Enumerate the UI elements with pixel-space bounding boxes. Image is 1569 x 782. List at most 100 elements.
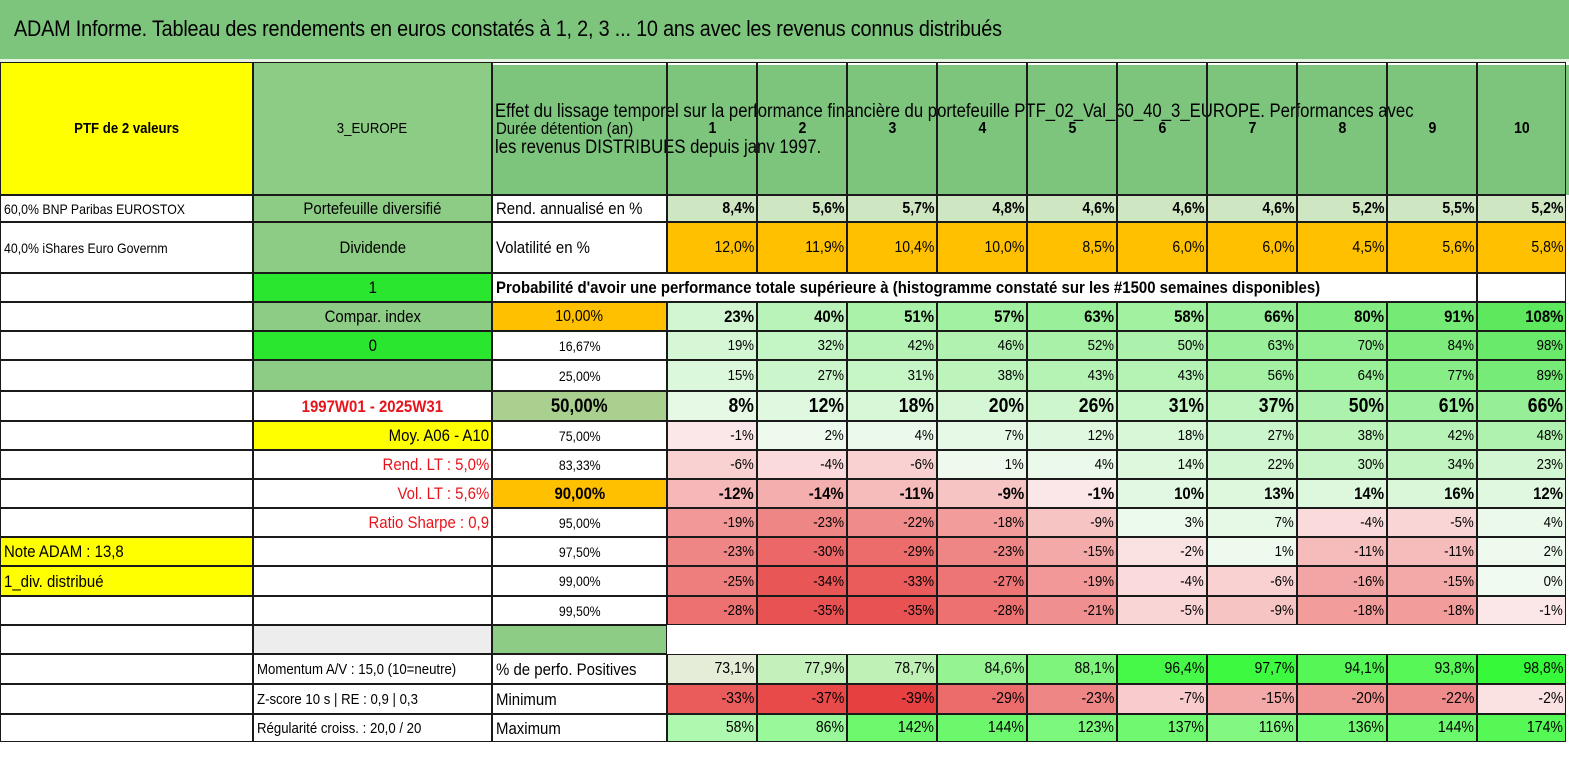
- percentile-value-text: -2%: [1180, 543, 1204, 560]
- percentile-value-text: -23%: [723, 543, 754, 560]
- annualized-return-value-text: 4,8%: [991, 199, 1024, 217]
- minimum-value-text: -20%: [1351, 690, 1384, 707]
- percentile-value: 50%: [1117, 331, 1207, 360]
- col-b-cell: Vol. LT : 5,6%: [253, 479, 492, 508]
- maximum-value-text: 144%: [987, 719, 1024, 736]
- col-a-cell: 60,0% BNP Paribas EUROSTOX: [0, 195, 253, 222]
- year-header-10-text: 10: [1513, 119, 1530, 137]
- col-b-cell: Moy. A06 - A10: [253, 421, 492, 450]
- positives-value: 78,7%: [847, 654, 937, 684]
- percentile-label-text: 25,00%: [558, 367, 601, 384]
- percentile-value: 98%: [1477, 331, 1566, 360]
- percentile-value-text: -27%: [993, 572, 1024, 590]
- maximum-value: 142%: [847, 714, 937, 742]
- percentile-value-text: 22%: [1267, 456, 1294, 473]
- minimum-value-text: -33%: [721, 690, 754, 707]
- percentile-value: -5%: [1117, 596, 1207, 625]
- percentile-value-text: 98%: [1536, 337, 1563, 354]
- positives-value-text: 97,7%: [1254, 660, 1294, 677]
- percentile-value-text: 27%: [817, 367, 844, 384]
- percentile-value: 20%: [937, 391, 1027, 421]
- volatility-value-text: 11,9%: [805, 238, 844, 256]
- percentile-value-text: -15%: [1443, 572, 1474, 590]
- percentile-value-text: 4%: [1543, 514, 1563, 531]
- percentile-value: 7%: [937, 421, 1027, 450]
- volatility-value-text: 5,6%: [1441, 238, 1474, 256]
- percentile-value-text: 42%: [1447, 427, 1474, 444]
- percentile-value-text: -4%: [1360, 514, 1384, 531]
- minimum-value: -37%: [757, 684, 847, 714]
- percentile-value: -1%: [667, 421, 757, 450]
- volatility-value: 6,0%: [1117, 222, 1207, 273]
- percentile-value-text: 43%: [1087, 367, 1114, 384]
- col-b-cell: 3_EUROPE: [253, 62, 492, 195]
- minimum-value: -7%: [1117, 684, 1207, 714]
- annualized-return-value-text: 8,4%: [721, 199, 754, 217]
- maximum-value-text: 144%: [1437, 719, 1474, 736]
- maximum-value-text: 116%: [1259, 719, 1294, 736]
- positives-value: 98,8%: [1477, 654, 1566, 684]
- percentile-value: 61%: [1387, 391, 1477, 421]
- col-b-cell: Régularité croiss. : 20,0 / 20: [253, 714, 492, 742]
- percentile-value-text: -11%: [899, 484, 934, 503]
- percentile-value-text: 70%: [1357, 337, 1384, 354]
- percentile-value-text: -29%: [903, 543, 934, 560]
- col-a-cell: [0, 479, 253, 508]
- percentile-value-text: -12%: [719, 484, 754, 503]
- annualized-return-value: 8,4%: [667, 195, 757, 222]
- percentile-value: 64%: [1297, 360, 1387, 391]
- volatility-value: 8,5%: [1027, 222, 1117, 273]
- percentile-value: -29%: [847, 537, 937, 566]
- positives-value: 97,7%: [1207, 654, 1297, 684]
- percentile-value-text: 23%: [1536, 456, 1563, 473]
- percentile-value-text: -1%: [730, 427, 754, 444]
- percentile-value: -27%: [937, 566, 1027, 596]
- percentile-value-text: 7%: [1274, 514, 1294, 531]
- percentile-value: -35%: [847, 596, 937, 625]
- year-header-9: 9: [1387, 62, 1477, 195]
- positives-value: 84,6%: [937, 654, 1027, 684]
- positives-value-text: 93,8%: [1434, 660, 1474, 677]
- percentile-value-text: 84%: [1447, 337, 1474, 354]
- percentile-value: -6%: [667, 450, 757, 479]
- percentile-value-text: 23%: [724, 307, 754, 326]
- percentile-value-text: 31%: [1168, 395, 1204, 417]
- report-title-bar: ADAM Informe. Tableau des rendements en …: [0, 0, 1569, 62]
- percentile-value: 23%: [1477, 450, 1566, 479]
- percentile-value-text: 18%: [898, 395, 934, 417]
- col-b-cell-text: Momentum A/V : 15,0 (10=neutre): [257, 660, 457, 678]
- percentile-value: -23%: [937, 537, 1027, 566]
- percentile-value: 37%: [1207, 391, 1297, 421]
- percentile-label-text: 10,00%: [555, 307, 604, 325]
- annualized-return-value-text: 5,7%: [901, 199, 934, 217]
- percentile-value: -25%: [667, 566, 757, 596]
- percentile-value: 18%: [847, 391, 937, 421]
- percentile-label: 83,33%: [492, 450, 667, 479]
- col-b-cell-text: Vol. LT : 5,6%: [397, 484, 489, 503]
- col-a-cell: [0, 625, 253, 654]
- percentile-value-text: -28%: [723, 602, 754, 619]
- volatility-value-text: 10,4%: [894, 238, 934, 256]
- percentile-value: 66%: [1477, 391, 1566, 421]
- percentile-value-text: 2%: [824, 427, 844, 444]
- minimum-value: -2%: [1477, 684, 1566, 714]
- percentile-value-text: 91%: [1444, 307, 1474, 326]
- percentile-value-text: 1%: [1004, 456, 1024, 473]
- percentile-value: 1%: [1207, 537, 1297, 566]
- annualized-return-label-text: Rend. annualisé en %: [496, 199, 643, 218]
- percentile-value-text: 57%: [994, 307, 1024, 326]
- percentile-value: 40%: [757, 302, 847, 331]
- percentile-value: -18%: [1387, 596, 1477, 625]
- chart-description-text: Effet du lissage temporel sur la perform…: [495, 101, 1414, 158]
- year-header-1-text: 1: [708, 119, 716, 137]
- percentile-value: 2%: [1477, 537, 1566, 566]
- annualized-return-value-text: 5,2%: [1530, 199, 1563, 217]
- percentile-value: -9%: [1027, 508, 1117, 537]
- percentile-value-text: 7%: [1004, 427, 1024, 444]
- maximum-value-text: 123%: [1077, 719, 1114, 736]
- percentile-label-text: 90,00%: [554, 484, 605, 503]
- percentile-value-text: -15%: [1083, 543, 1114, 560]
- percentile-value-text: 48%: [1536, 427, 1563, 444]
- minimum-value: -33%: [667, 684, 757, 714]
- col-b-cell-text: Ratio Sharpe : 0,9: [368, 513, 489, 532]
